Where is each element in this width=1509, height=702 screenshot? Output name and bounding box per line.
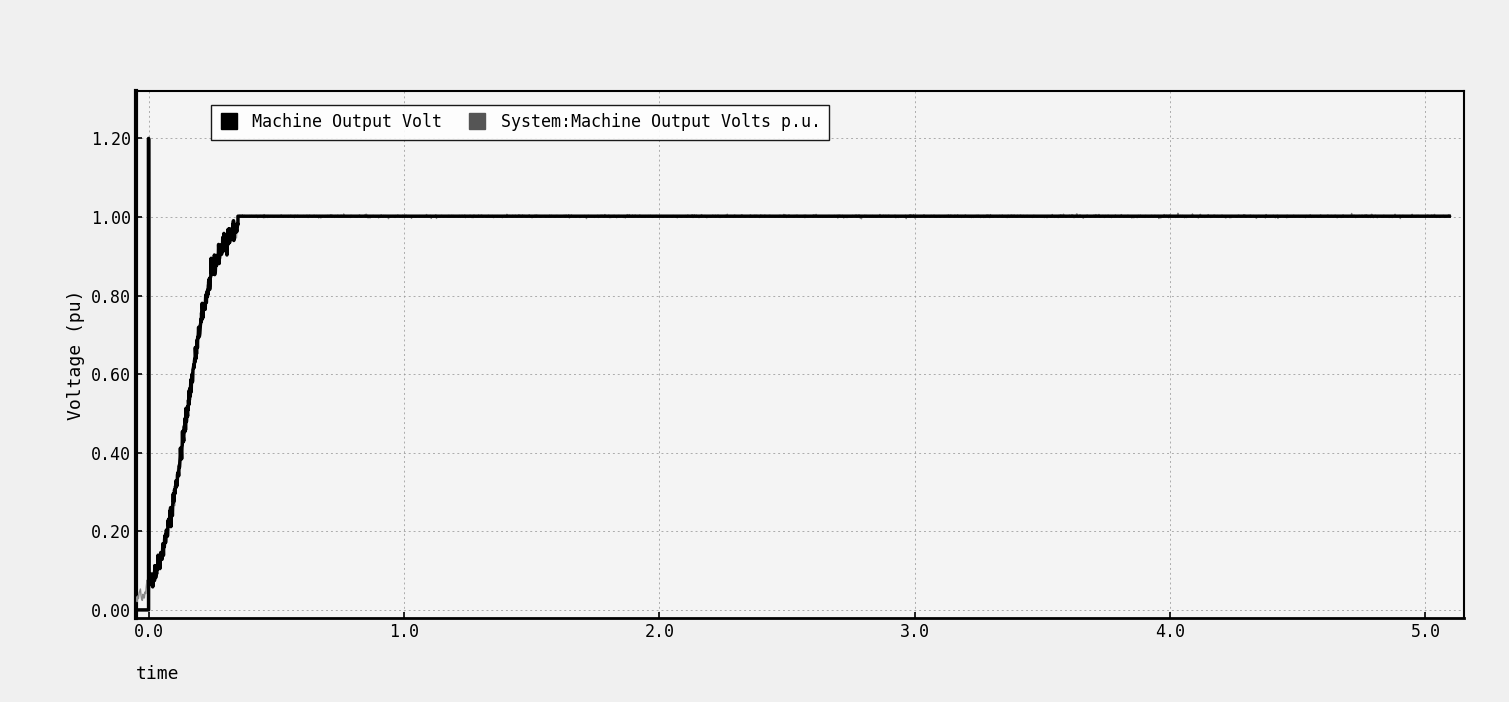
Text: time: time (136, 665, 180, 683)
Y-axis label: Voltage (pu): Voltage (pu) (68, 289, 86, 420)
Legend: Machine Output Volt, System:Machine Output Volts p.u.: Machine Output Volt, System:Machine Outp… (211, 105, 828, 140)
